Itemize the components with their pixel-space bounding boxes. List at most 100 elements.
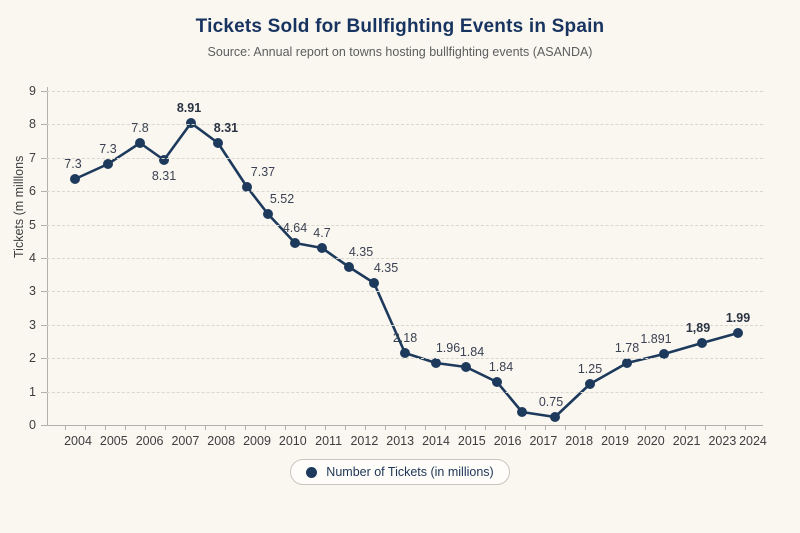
gridline bbox=[47, 224, 763, 226]
y-axis-tick-label: 6 bbox=[29, 184, 36, 199]
y-axis-tick bbox=[41, 324, 47, 326]
data-point[interactable] bbox=[659, 349, 669, 359]
data-point-label: 7.8 bbox=[131, 121, 149, 135]
data-point-label: 1.78 bbox=[614, 341, 640, 355]
data-point[interactable] bbox=[431, 358, 441, 368]
x-axis-year-label: 2018 bbox=[565, 434, 594, 448]
y-axis-tick-label: 2 bbox=[29, 351, 36, 366]
data-point[interactable] bbox=[213, 138, 223, 148]
data-point[interactable] bbox=[135, 138, 145, 148]
x-axis-year-label: 2006 bbox=[135, 434, 164, 448]
x-axis-tick bbox=[145, 425, 146, 430]
y-axis-tick bbox=[41, 157, 47, 159]
gridline bbox=[47, 157, 763, 159]
x-axis-year-label: 2004 bbox=[64, 434, 92, 448]
gridline bbox=[47, 191, 763, 193]
x-axis-tick bbox=[585, 425, 586, 430]
data-point[interactable] bbox=[159, 155, 169, 165]
x-axis-tick bbox=[405, 425, 406, 430]
x-axis-year-label: 2019 bbox=[601, 434, 629, 448]
data-point[interactable] bbox=[317, 243, 327, 253]
y-axis-tick bbox=[41, 124, 47, 126]
y-axis-tick bbox=[41, 391, 47, 393]
x-axis-tick bbox=[745, 425, 746, 430]
data-point-label: 7.3 bbox=[64, 157, 82, 171]
x-axis-tick bbox=[265, 425, 266, 430]
y-axis-tick bbox=[41, 224, 47, 226]
data-point[interactable] bbox=[242, 182, 252, 192]
x-axis-tick bbox=[625, 425, 626, 430]
y-axis-tick bbox=[41, 358, 47, 360]
x-axis-tick bbox=[125, 425, 126, 430]
legend-item-tickets[interactable]: Number of Tickets (in millions) bbox=[290, 459, 510, 485]
data-point[interactable] bbox=[369, 278, 379, 288]
x-axis-tick bbox=[365, 425, 366, 430]
data-point-label: 4.64 bbox=[282, 221, 308, 235]
data-point-label: 1.96 bbox=[435, 341, 461, 355]
x-axis-tick bbox=[485, 425, 486, 430]
x-axis-tick bbox=[205, 425, 206, 430]
data-point-label: 1.84 bbox=[459, 344, 485, 359]
data-point-label: 8.31 bbox=[213, 121, 239, 135]
x-axis-tick bbox=[465, 425, 466, 430]
data-point[interactable] bbox=[70, 174, 80, 184]
data-point-label: 8.91 bbox=[176, 100, 202, 115]
x-axis-tick bbox=[245, 425, 246, 430]
legend: Number of Tickets (in millions) bbox=[0, 459, 800, 485]
data-point-label: 8.31 bbox=[151, 169, 177, 183]
data-point[interactable] bbox=[461, 362, 471, 372]
y-axis-tick-label: 3 bbox=[29, 317, 36, 332]
data-point-label: 4.35 bbox=[348, 244, 374, 259]
y-axis-tick-label: 1 bbox=[29, 384, 36, 399]
x-axis-tick bbox=[685, 425, 686, 430]
x-axis-tick bbox=[185, 425, 186, 430]
y-axis-tick-label: 3 bbox=[29, 284, 36, 299]
x-axis-year-label: 2014 bbox=[422, 434, 450, 448]
x-axis-year-label: 2005 bbox=[99, 434, 128, 448]
x-axis-year-label: 2007 bbox=[171, 434, 200, 448]
x-axis-tick bbox=[225, 425, 226, 430]
tickets-line-series bbox=[70, 118, 743, 422]
gridline bbox=[47, 124, 763, 126]
x-axis-year-label: 2017 bbox=[529, 434, 558, 448]
data-point-label: 4.35 bbox=[373, 261, 399, 276]
x-axis-year-label: 2024 bbox=[739, 434, 767, 448]
x-axis-tick bbox=[305, 425, 306, 430]
legend-series-dot-icon bbox=[306, 466, 318, 478]
x-axis-tick bbox=[325, 425, 326, 430]
x-axis-tick bbox=[385, 425, 386, 430]
chart-source-subtitle: Source: Annual report on towns hosting b… bbox=[207, 45, 593, 59]
legend-series-label: Number of Tickets (in millions) bbox=[326, 465, 494, 479]
y-axis-tick bbox=[41, 91, 47, 92]
data-point[interactable] bbox=[186, 118, 196, 128]
x-axis-tick bbox=[705, 425, 706, 430]
x-axis-tick bbox=[645, 425, 646, 430]
y-axis-title: Tickets (m milllons bbox=[12, 155, 26, 258]
x-axis-tick bbox=[525, 425, 526, 430]
data-point[interactable] bbox=[550, 412, 560, 422]
data-point[interactable] bbox=[697, 338, 707, 348]
data-point[interactable] bbox=[400, 348, 410, 358]
data-point[interactable] bbox=[263, 209, 273, 219]
y-axis-line bbox=[47, 87, 48, 425]
x-axis-year-label: 2015 bbox=[457, 434, 486, 448]
data-point[interactable] bbox=[733, 328, 743, 338]
data-point-label: 5.52 bbox=[269, 192, 295, 206]
x-axis-year-label: 2010 bbox=[278, 434, 307, 448]
x-axis-tick bbox=[545, 425, 546, 430]
x-axis-tick bbox=[425, 425, 426, 430]
data-point[interactable] bbox=[517, 407, 527, 417]
data-point[interactable] bbox=[492, 377, 502, 387]
gridline bbox=[47, 291, 763, 293]
x-axis-year-label: 2016 bbox=[493, 434, 522, 448]
data-point[interactable] bbox=[585, 379, 595, 389]
data-point[interactable] bbox=[344, 262, 354, 272]
y-axis-tick-label: 8 bbox=[29, 117, 36, 132]
x-axis-tick bbox=[505, 425, 506, 430]
x-axis-tick bbox=[165, 425, 166, 430]
y-axis-tick bbox=[41, 191, 47, 193]
data-point[interactable] bbox=[622, 358, 632, 368]
data-point[interactable] bbox=[290, 238, 300, 248]
data-point-label: 1.891 bbox=[640, 331, 672, 346]
data-point[interactable] bbox=[103, 159, 113, 169]
